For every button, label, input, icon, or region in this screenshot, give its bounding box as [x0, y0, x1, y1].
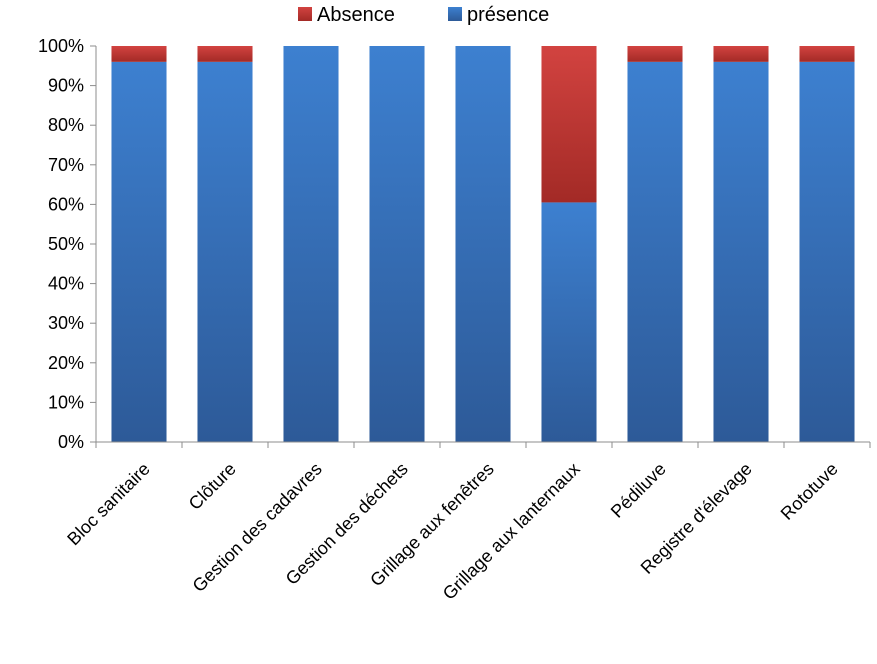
x-tick-label: Bloc sanitaire: [63, 459, 154, 550]
bar-segment: [283, 46, 339, 442]
y-tick-label: 100%: [38, 36, 84, 56]
bars: [111, 46, 855, 443]
bar-segment: [627, 61, 683, 443]
bar-segment: [111, 61, 167, 443]
bar-segment: [111, 46, 167, 62]
bar-segment: [713, 61, 769, 443]
y-tick-label: 40%: [48, 274, 84, 294]
y-tick-label: 80%: [48, 115, 84, 135]
bar-segment: [799, 46, 855, 62]
bar-segment: [455, 46, 511, 442]
bar-segment: [799, 61, 855, 443]
legend-label: Absence: [317, 4, 395, 26]
bar-segment: [627, 46, 683, 62]
y-tick-label: 50%: [48, 234, 84, 254]
legend-swatch: [298, 7, 312, 21]
legend-label: présence: [467, 4, 549, 26]
y-tick-label: 90%: [48, 76, 84, 96]
y-tick-label: 0%: [58, 432, 84, 452]
legend: Absence présence: [298, 4, 549, 26]
bar-segment: [197, 61, 253, 443]
y-tick-label: 10%: [48, 392, 84, 412]
bar-segment: [541, 46, 597, 203]
bar-segment: [369, 46, 425, 442]
y-axis: 0% 10% 20% 30% 40% 50% 60% 70% 80% 90% 100%: [38, 36, 97, 452]
y-tick-label: 60%: [48, 194, 84, 214]
y-tick-label: 20%: [48, 353, 84, 373]
legend-swatch: [448, 7, 462, 21]
x-tick-label: Pédiluve: [607, 459, 670, 522]
x-tick-label: Rototuve: [777, 459, 842, 524]
bar-segment: [197, 46, 253, 62]
bar-segment: [541, 202, 597, 442]
y-tick-label: 30%: [48, 313, 84, 333]
x-tick-label: Clôture: [185, 459, 240, 514]
y-tick-label: 70%: [48, 155, 84, 175]
bar-segment: [713, 46, 769, 62]
